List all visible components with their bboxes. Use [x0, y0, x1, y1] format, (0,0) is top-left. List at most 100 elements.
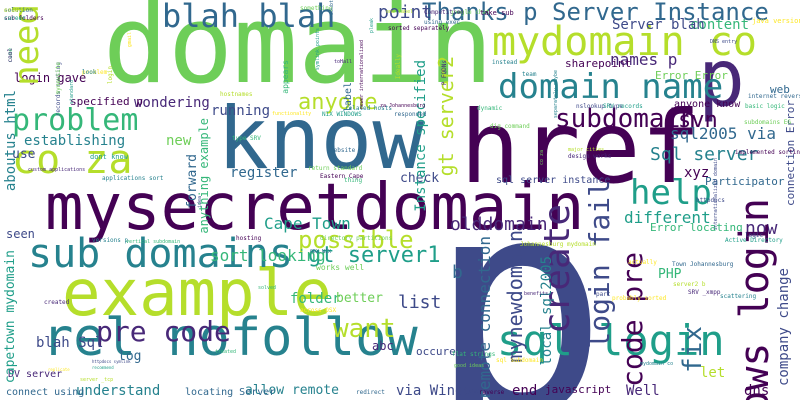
- word-xyz: xyz: [684, 165, 710, 181]
- word-anything-example: anything example: [197, 118, 211, 234]
- word-mynewdomain: mynewdomain: [503, 230, 527, 363]
- word-subdomain: subdomain: [555, 104, 696, 134]
- word-possible: possible: [298, 226, 414, 254]
- word-blah-sql: blah Sql: [36, 335, 104, 351]
- word-p-mid: p: [698, 34, 745, 124]
- word-list: list: [398, 292, 442, 313]
- word-dv-server: DV server: [8, 369, 63, 380]
- small-word: logic: [745, 232, 764, 239]
- word-new: new: [166, 133, 192, 149]
- word-end: end: [512, 383, 538, 399]
- word-sub-domains: sub domains: [28, 231, 293, 277]
- small-word: standard: [69, 80, 75, 105]
- word-sql-server: Sql server: [650, 144, 759, 165]
- small-word: Active Directory: [725, 237, 783, 244]
- word-know: know: [217, 89, 425, 189]
- small-word: gmail: [127, 32, 133, 48]
- word-wondering: wondering: [134, 95, 210, 111]
- small-word: dont know: [90, 153, 128, 161]
- small-word: hosting: [236, 235, 262, 242]
- word-sort-looking: sort looking: [210, 246, 326, 265]
- small-word: nslookup type: [576, 103, 623, 110]
- word-remote-connection: remote connection: [475, 236, 494, 400]
- small-word: login: [107, 66, 114, 85]
- small-word: across OSX: [300, 307, 337, 314]
- word-participator: Participator: [705, 175, 785, 188]
- word-local-sql2005: local sql2005: [539, 256, 555, 366]
- word-connect-using: connect using: [6, 387, 85, 398]
- word-seen: seen: [6, 227, 35, 241]
- word-anyone: anyone: [298, 90, 378, 115]
- word-different: different: [624, 208, 711, 227]
- small-word: applications sort: [102, 175, 164, 182]
- small-word: toHall: [334, 59, 353, 65]
- small-word: solution: [4, 7, 33, 14]
- word-web: web: [770, 83, 790, 96]
- small-word: hostnames: [220, 91, 253, 98]
- small-word: problem: [82, 69, 108, 76]
- word-mydomain-co: mydomain co: [492, 19, 757, 65]
- small-word: thing: [344, 177, 363, 184]
- word-allow-remote: allow remote: [245, 383, 339, 398]
- small-word: internet reverse: [748, 93, 800, 100]
- small-word: symlink points: [315, 28, 321, 71]
- small-word: dig command: [490, 123, 530, 130]
- small-word: one label: [386, 9, 414, 15]
- word-running: running: [211, 103, 271, 119]
- word-names-p: names p: [610, 50, 678, 69]
- small-word: benefits: [524, 291, 549, 297]
- word-sql-login: sql login: [497, 316, 725, 365]
- small-word: server _tcp: [80, 377, 114, 383]
- small-word: cool: [7, 48, 14, 63]
- small-word: internationalized domain: [713, 158, 719, 231]
- word-specified-p: specified p: [70, 95, 143, 108]
- word-example: example: [62, 257, 332, 331]
- word-want: want: [333, 314, 396, 344]
- word-now: now: [745, 218, 778, 239]
- small-word: sub folders: [4, 15, 44, 22]
- word-problem: problem: [12, 103, 139, 138]
- small-word: look: [82, 69, 97, 76]
- small-word: order: [4, 7, 23, 14]
- small-word: implemented sorting: [735, 149, 800, 156]
- word-thanks-p-server-instance: Thanks p Server Instance: [422, 0, 769, 26]
- word-b: b: [452, 262, 463, 283]
- word-svn: svn: [678, 108, 718, 133]
- small-word: custom applications: [28, 167, 86, 173]
- word-instance-specified: Instance specified: [413, 60, 429, 212]
- word-error-error: Error Error: [655, 69, 728, 82]
- small-word: sorted separately: [388, 25, 450, 32]
- word-locating-server: locating Server: [185, 387, 276, 398]
- small-word: take sub: [480, 9, 514, 17]
- small-word: major cities: [568, 147, 605, 153]
- word-capetown-mydomain: capetown mydomain: [3, 250, 18, 384]
- small-word: idea: [197, 196, 203, 209]
- small-word: mynewsite: [55, 62, 62, 95]
- word-domain-name: domain name: [498, 67, 724, 107]
- small-word: NIX WINDOWS: [322, 111, 362, 118]
- small-word: recommend: [92, 365, 114, 370]
- small-word: return standard: [308, 165, 363, 172]
- word-fix: fix: [678, 326, 708, 373]
- word-login-gave: login gave: [14, 71, 87, 85]
- small-word: related hosts: [345, 105, 392, 112]
- word-occured: occured: [416, 345, 463, 358]
- word-folder: folder: [290, 291, 341, 307]
- small-word: probably sorted: [612, 295, 667, 302]
- word-via-windows: via Windows: [396, 383, 489, 399]
- small-word: separately maybe: [553, 70, 559, 119]
- small-word: doubt: [329, 0, 335, 16]
- word-mysecretdomain: mysecretdomain: [45, 171, 585, 245]
- small-word: pleak: [369, 18, 375, 34]
- small-word: dynamic: [477, 105, 503, 112]
- word-cape-town: Cape Town: [264, 214, 351, 233]
- small-word: SRV records: [603, 103, 643, 110]
- word-use: use: [12, 147, 36, 162]
- small-word: reverse: [479, 389, 505, 396]
- small-word: httpdocs symlink: [92, 359, 131, 364]
- small-word: SRV _xmpp: [688, 289, 721, 296]
- word-establishing: establishing: [24, 133, 126, 149]
- word-error-locating: Error locating: [650, 221, 743, 234]
- word-anyone-know: anyone know: [674, 99, 741, 110]
